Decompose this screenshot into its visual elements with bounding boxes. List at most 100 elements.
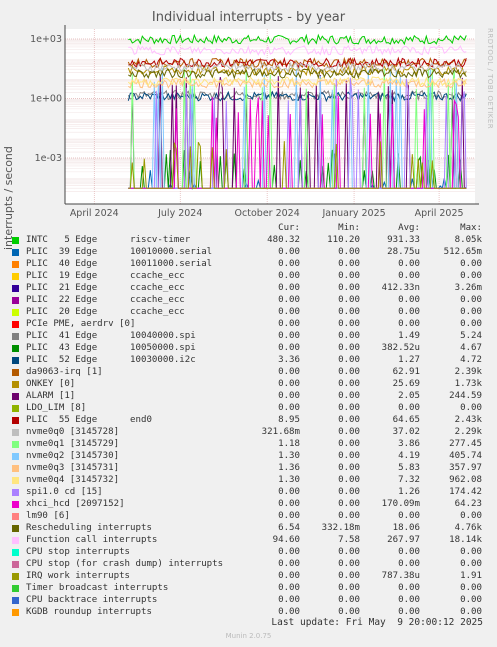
legend-value-avg: 0.00 [398,403,420,413]
x-tick-label: April 2024 [70,208,119,219]
legend-value-max: 277.45 [449,439,482,449]
legend-value-max: 0.00 [460,295,482,305]
series-line [128,67,467,80]
legend-swatch [12,393,19,400]
legend-row: PLIC 19 Edge ccache_ecc 0.00 0.00 0.00 0.00 [12,270,492,282]
legend-value-avg: 0.00 [398,547,420,557]
legend-value-max: 512.65m [443,247,482,257]
legend-value-avg: 0.00 [398,271,420,281]
legend-value-max: 3.26m [454,283,482,293]
legend-value-max: 357.97 [449,463,482,473]
legend-value-min: 110.20 [327,235,360,245]
legend-column-header: Min: [338,223,360,233]
legend-value-min: 7.58 [338,535,360,545]
legend-series-name: da9063-irq [1] [26,367,103,377]
legend-value-min: 0.00 [338,439,360,449]
axes: 1e+03 1e+00 1e-03 April 2024 July 2024 Octobe… [30,25,479,219]
legend-value-cur: 94.60 [272,535,300,545]
legend-value-cur: 321.68m [261,427,300,437]
legend-value-max: 64.23 [454,499,482,509]
legend-value-avg: 1.27 [398,355,420,365]
legend-series-name: PLIC 55 Edge end0 [26,415,152,425]
legend-value-cur: 8.95 [278,415,300,425]
legend-value-max: 2.43k [454,415,482,425]
series-path [128,141,467,189]
legend-value-avg: 7.32 [398,475,420,485]
x-tick-label: January 2025 [321,208,385,219]
last-update: Last update: Fri May 9 20:00:12 2025 [271,617,483,628]
legend-value-min: 0.00 [338,247,360,257]
legend-value-avg: 5.83 [398,463,420,473]
legend-series-name: nvme0q0 [3145728] [26,427,120,437]
legend-series-name: Timer broadcast interrupts [26,583,169,593]
legend-value-min: 0.00 [338,319,360,329]
legend-row: PLIC 20 Edge ccache_ecc 0.00 0.00 0.00 0.00 [12,306,492,318]
legend-row: PLIC 39 Edge 10010000.serial 0.00 0.00 28.7… [12,246,492,258]
legend-value-min: 0.00 [338,451,360,461]
legend-series-name: INTC 5 Edge riscv-timer [26,235,191,245]
legend-row: Rescheduling interrupts 6.54 332.18m 18.06 4… [12,522,492,534]
legend-value-min: 0.00 [338,271,360,281]
legend-value-cur: 3.36 [278,355,300,365]
legend-series-name: spi1.0 cd [15] [26,487,103,497]
series-path [128,67,467,80]
legend-row: ONKEY [0] 0.00 0.00 25.69 1.73k [12,378,492,390]
legend-value-min: 0.00 [338,487,360,497]
legend-value-cur: 0.00 [278,319,300,329]
legend-value-avg: 1.26 [398,487,420,497]
legend-series-name: LDO_LIM [8] [26,403,87,413]
legend-value-cur: 0.00 [278,331,300,341]
chart-title: Individual interrupts - by year [151,10,346,25]
legend-value-max: 18.14k [449,535,482,545]
legend-row: Function call interrupts 94.60 7.58 267.97 1… [12,534,492,546]
legend-series-name: nvme0q3 [3145731] [26,463,120,473]
legend-row: PLIC 41 Edge 10040000.spi 0.00 0.00 1.49 5.2… [12,330,492,342]
legend-series-name: lm90 [6] [26,511,70,521]
legend-value-avg: 37.02 [392,427,420,437]
legend-swatch [12,513,19,520]
series-line [128,44,467,56]
legend-series-name: PLIC 40 Edge 10011000.serial [26,259,213,269]
legend-value-cur: 0.00 [278,283,300,293]
legend-series-name: PLIC 22 Edge ccache_ecc [26,295,185,305]
legend-value-max: 244.59 [449,391,482,401]
legend-value-cur: 0.00 [278,487,300,497]
legend-value-min: 332.18m [321,523,360,533]
legend-column-header: Avg: [398,223,420,233]
legend-series-name: PLIC 21 Edge ccache_ecc [26,283,185,293]
legend-row: da9063-irq [1] 0.00 0.00 62.91 2.39k [12,366,492,378]
legend-row: IRQ work interrupts 0.00 0.00 787.38u 1.91 [12,570,492,582]
legend-value-max: 0.00 [460,595,482,605]
legend-column-header: Max: [460,223,482,233]
legend-value-min: 0.00 [338,391,360,401]
legend-swatch [12,321,19,328]
legend-series-name: xhci_hcd [2097152] [26,499,125,509]
legend-value-min: 0.00 [338,367,360,377]
legend-header: Cur: Min: Avg: Max: [12,222,492,234]
legend-value-cur: 0.00 [278,583,300,593]
legend-value-min: 0.00 [338,595,360,605]
series-line [128,141,467,189]
legend-value-avg: 0.00 [398,295,420,305]
legend-value-avg: 4.19 [398,451,420,461]
legend-value-max: 4.72 [460,355,482,365]
legend-value-max: 0.00 [460,607,482,617]
legend-row: PLIC 40 Edge 10011000.serial 0.00 0.00 0.00… [12,258,492,270]
legend-value-cur: 0.00 [278,343,300,353]
legend-swatch [12,345,19,352]
legend-row: CPU stop interrupts 0.00 0.00 0.00 0.00 [12,546,492,558]
legend-value-max: 1.91 [460,571,482,581]
legend-series-name: nvme0q1 [3145729] [26,439,120,449]
legend-value-min: 0.00 [338,499,360,509]
legend-value-cur: 0.00 [278,403,300,413]
legend-series-name: CPU backtrace interrupts [26,595,158,605]
legend-swatch [12,357,19,364]
series-line [127,75,467,88]
legend-series-name: PLIC 43 Edge 10050000.spi [26,343,196,353]
legend-value-avg: 0.00 [398,559,420,569]
legend-value-max: 0.00 [460,271,482,281]
legend-value-cur: 1.30 [278,451,300,461]
legend-series-name: PLIC 39 Edge 10010000.serial [26,247,213,257]
legend-swatch [12,333,19,340]
legend-value-min: 0.00 [338,511,360,521]
